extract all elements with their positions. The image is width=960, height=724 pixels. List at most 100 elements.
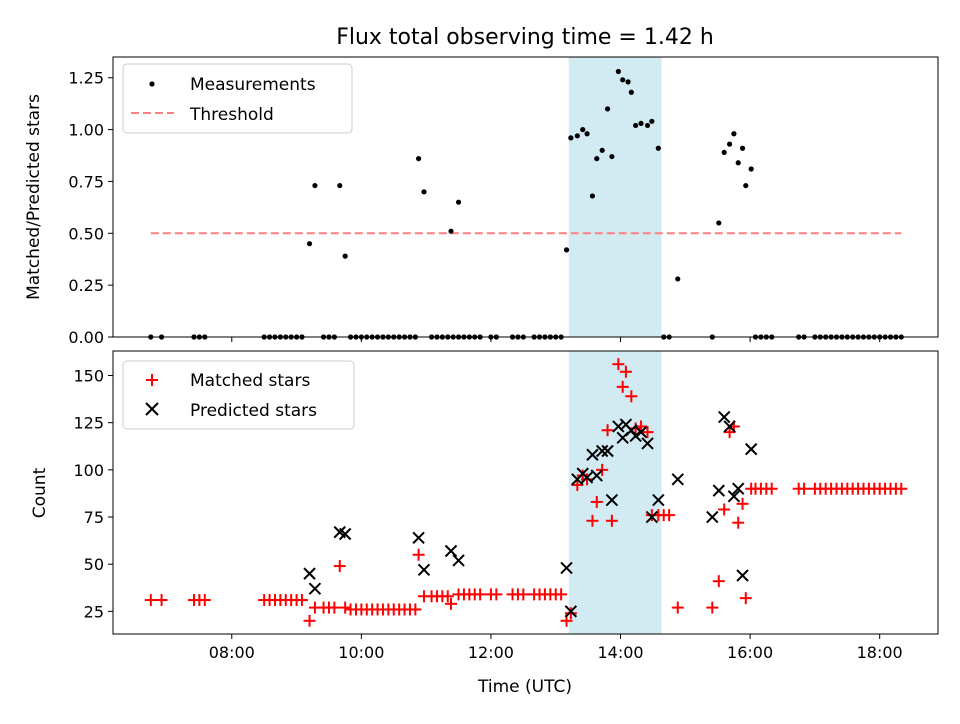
predicted-stars-point (744, 442, 758, 456)
predicted-stars-point (732, 482, 745, 495)
legend-marker-predicted-stars (145, 402, 159, 416)
bottom-panel-marks (144, 358, 908, 627)
predicted-stars-point (308, 582, 322, 595)
observing-span (568, 351, 662, 634)
matched-stars-point (612, 358, 625, 371)
predicted-stars-point (412, 531, 425, 544)
measurements-point (415, 156, 422, 162)
measurements-point (644, 122, 651, 129)
measurements-point (421, 189, 427, 195)
legend-label-predicted-stars: Predicted stars (190, 401, 317, 421)
measurements-point (731, 131, 737, 137)
measurements-point (628, 89, 634, 95)
predicted-stars-point (671, 473, 684, 486)
predicted-stars-point (303, 567, 316, 580)
measurements-point (735, 160, 741, 166)
measurements-point (638, 120, 644, 126)
matched-stars-point (441, 590, 454, 603)
measurements-point (568, 135, 574, 141)
matched-stars-point (412, 548, 425, 561)
bottom-panel-legend: Matched stars Predicted stars (122, 360, 355, 430)
matched-stars-point (732, 516, 745, 529)
measurements-point (574, 133, 580, 139)
measurements-point (615, 68, 621, 75)
predicted-stars-point (717, 410, 731, 424)
matched-stars-point (490, 588, 503, 601)
measurements-point (739, 145, 746, 151)
top-panel-x-ticks (231, 337, 881, 342)
legend-box (122, 63, 353, 134)
predicted-stars-point (452, 554, 465, 567)
top-panel-y-ticks: 0.00 0.25 0.50 0.75 1.00 1.25 (68, 69, 113, 347)
measurements-point (448, 228, 454, 234)
measurements-point (306, 241, 313, 247)
top-panel-frame (112, 56, 939, 338)
y-tick-label: 25 (84, 602, 104, 621)
x-tick-label: 12:00 (468, 643, 514, 662)
y-tick-label: 75 (84, 508, 104, 527)
matched-stars-point (564, 607, 577, 620)
matched-stars-point (409, 603, 422, 616)
matched-stars-point (706, 601, 719, 614)
matched-stars-point (712, 575, 725, 588)
matched-stars-point (619, 365, 632, 378)
x-tick-label: 08:00 (209, 643, 255, 662)
observing-span (568, 57, 662, 337)
measurements-point (748, 166, 754, 172)
matched-stars-point (555, 588, 568, 601)
measurements-point (594, 156, 600, 162)
y-tick-label: 1.25 (68, 69, 104, 88)
predicted-stars-point (605, 493, 619, 507)
predicted-stars-point (590, 469, 603, 482)
matched-stars-point (616, 380, 629, 393)
matched-stars-point (895, 482, 908, 495)
measurements-point (589, 193, 596, 199)
measurements-point (620, 77, 626, 83)
bottom-panel: 25 50 75 100 125 150 08:00 10:00 12:00 14:00 16:0… (30, 350, 939, 697)
y-tick-label: 0.75 (68, 172, 104, 191)
matched-stars-point (671, 601, 684, 614)
predicted-stars-point (634, 425, 648, 439)
predicted-stars-point (612, 420, 625, 433)
legend-label-matched-stars: Matched stars (190, 371, 310, 391)
matched-stars-point (328, 601, 341, 614)
y-tick-label: 0.00 (68, 328, 104, 347)
y-tick-label: 100 (73, 461, 104, 480)
top-panel-marks (148, 68, 904, 340)
matched-stars-point (590, 495, 603, 508)
measurements-point (743, 182, 749, 189)
measurements-point (584, 131, 590, 137)
predicted-stars-point (706, 510, 719, 524)
matched-stars-point (798, 482, 811, 495)
measurements-point (625, 79, 631, 85)
measurements-point (633, 122, 639, 129)
matched-stars-point (625, 390, 638, 403)
predicted-stars-point (641, 437, 654, 450)
bottom-panel-y-axis-label: Count (30, 467, 50, 518)
matched-stars-point (596, 463, 609, 476)
predicted-stars-point (564, 605, 578, 618)
measurements-point (312, 182, 318, 189)
predicted-stars-point (629, 429, 642, 443)
predicted-stars-point (586, 448, 599, 461)
chart-title: Flux total observing time = 1.42 h (336, 25, 714, 50)
matched-stars-point (736, 497, 749, 510)
matched-stars-point (718, 503, 731, 516)
predicted-stars-point (652, 493, 665, 507)
measurements-point (655, 145, 661, 151)
x-tick-label: 16:00 (727, 643, 773, 662)
measurements-point (675, 276, 681, 282)
measurements-point (599, 147, 605, 153)
matched-stars-point (339, 601, 352, 614)
predicted-stars-point (723, 420, 736, 433)
predicted-stars-point (736, 569, 749, 582)
predicted-stars-point (595, 444, 609, 458)
bottom-panel-x-ticks: 08:00 10:00 12:00 14:00 16:00 18:00 (209, 634, 903, 662)
y-tick-label: 50 (84, 555, 104, 574)
measurements-point (649, 118, 655, 124)
measurements-point (609, 153, 615, 160)
measurements-point (455, 199, 462, 205)
measurements-point (716, 220, 722, 226)
y-tick-label: 125 (73, 414, 104, 433)
